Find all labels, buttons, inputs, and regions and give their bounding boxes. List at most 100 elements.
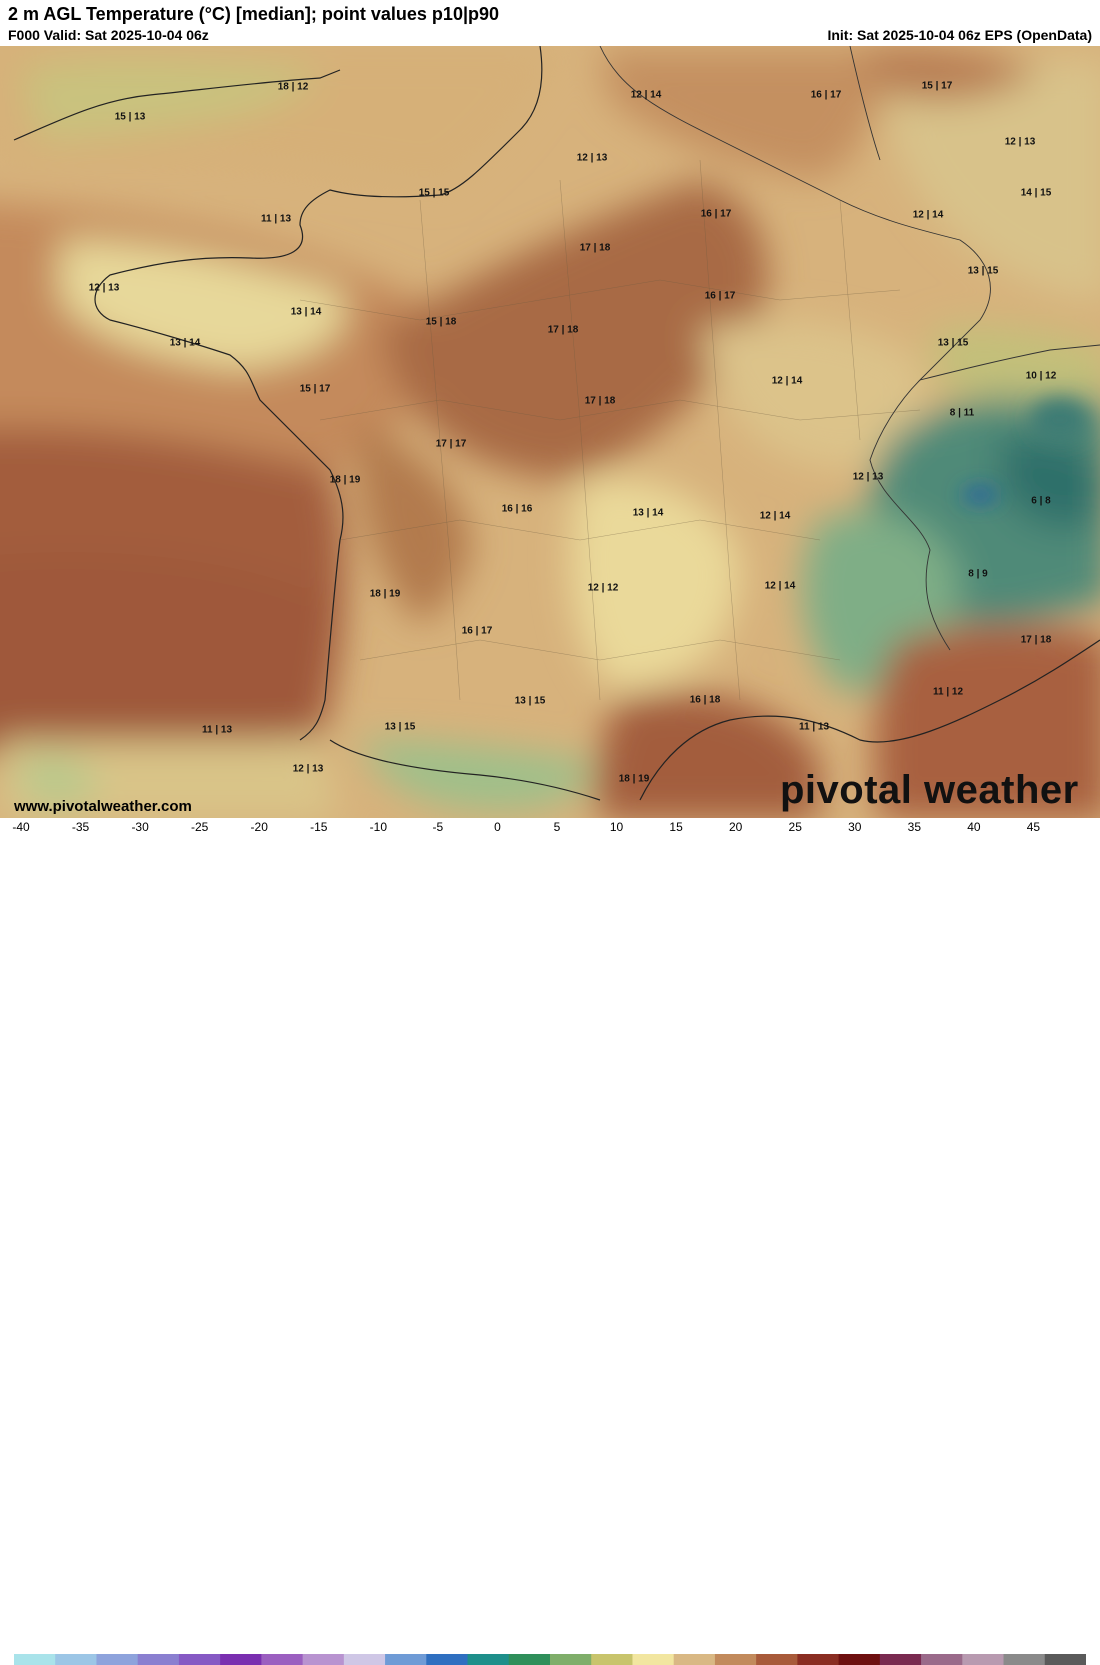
point-value-label: 6 | 8 <box>1031 495 1051 507</box>
color-bar-segment <box>921 1654 963 1665</box>
color-bar-segment <box>962 1654 1005 1665</box>
point-value-label: 13 | 15 <box>967 265 999 277</box>
point-value-label: 13 | 14 <box>290 306 322 318</box>
point-value-label: 12 | 14 <box>912 209 944 221</box>
color-bar-segment <box>137 1654 180 1665</box>
init-time: Init: Sat 2025-10-04 06z EPS (OpenData) <box>827 27 1092 43</box>
valid-time: F000 Valid: Sat 2025-10-04 06z <box>8 27 209 43</box>
point-value-label: 11 | 12 <box>932 686 964 698</box>
temperature-field <box>0 46 1100 818</box>
map-title: 2 m AGL Temperature (°C) [median]; point… <box>8 4 500 24</box>
point-value-label: 17 | 18 <box>547 324 579 336</box>
color-bar-segment <box>797 1654 840 1665</box>
scale-tick-label: 5 <box>553 820 561 834</box>
point-value-label: 14 | 15 <box>1020 187 1052 199</box>
scale-tick-label: 0 <box>494 820 501 834</box>
point-value-label: 18 | 19 <box>369 588 401 600</box>
scale-tick-label: 30 <box>848 820 862 834</box>
point-value-label: 12 | 13 <box>576 152 608 164</box>
point-value-label: 15 | 17 <box>299 383 331 395</box>
point-value-label: 12 | 14 <box>630 89 662 101</box>
point-value-label: 13 | 15 <box>937 337 969 349</box>
color-bar-segment <box>838 1654 881 1665</box>
point-value-label: 16 | 18 <box>689 694 721 706</box>
coastlines <box>13 46 1100 801</box>
point-value-label: 12 | 14 <box>771 375 803 387</box>
point-value-label: 18 | 19 <box>329 474 361 486</box>
map-field <box>0 46 1100 818</box>
scale-tick-label: 45 <box>1026 820 1041 834</box>
header: 2 m AGL Temperature (°C) [median]; point… <box>0 0 1100 46</box>
scale-tick-label: 20 <box>728 820 743 834</box>
department-borders <box>299 159 921 701</box>
point-value-label: 17 | 17 <box>435 438 467 450</box>
point-value-label: 16 | 17 <box>700 208 732 220</box>
color-bar-segment <box>220 1654 262 1665</box>
scale-tick-label: -15 <box>310 820 328 834</box>
scale-tick-label: 35 <box>907 820 922 834</box>
point-value-label: 12 | 13 <box>852 471 884 483</box>
color-bar-segment <box>673 1654 716 1665</box>
color-bar-segment <box>714 1654 757 1665</box>
scale-tick-label: 15 <box>669 820 683 834</box>
scale-tick-label: 25 <box>788 820 802 834</box>
color-bar-segment <box>426 1654 469 1665</box>
point-value-label: 12 | 14 <box>764 580 796 592</box>
point-value-label: 17 | 18 <box>579 242 611 254</box>
point-value-label: 12 | 13 <box>292 763 324 775</box>
scale-tick-label: -30 <box>131 820 149 834</box>
country-borders <box>599 46 1100 651</box>
color-bar-segment <box>96 1654 139 1665</box>
color-bar-segment <box>550 1654 592 1665</box>
point-value-label: 11 | 13 <box>798 721 830 733</box>
color-bar-segment <box>178 1654 221 1665</box>
color-bar-segment <box>879 1654 922 1665</box>
point-value-label: 18 | 12 <box>277 81 309 93</box>
point-value-label: 11 | 13 <box>201 724 233 736</box>
scale-tick-label: -40 <box>12 820 30 834</box>
point-value-label: 13 | 15 <box>384 721 416 733</box>
point-value-label: 12 | 13 <box>88 282 120 294</box>
point-value-label: 16 | 17 <box>461 625 493 637</box>
point-value-label: 15 | 18 <box>425 316 457 328</box>
scale-tick-label: -10 <box>369 820 387 834</box>
color-bar <box>14 1654 1086 1665</box>
website-url[interactable]: www.pivotalweather.com <box>14 798 192 815</box>
color-bar-segment <box>14 1654 56 1665</box>
color-bar-segment <box>302 1654 345 1665</box>
point-value-label: 18 | 19 <box>618 773 650 785</box>
point-value-label: 17 | 18 <box>584 395 616 407</box>
color-scale: -40 -35 -30 -25 -20 -15 -10 -5 0 5 10 15 20 25 30 35 40 4… <box>0 818 1100 1665</box>
point-value-label: 13 | 15 <box>514 695 546 707</box>
point-value-label: 15 | 15 <box>418 187 450 199</box>
scale-tick-label: -25 <box>190 820 209 834</box>
color-bar-segment <box>261 1654 304 1665</box>
scale-tick-label: -35 <box>71 820 90 834</box>
color-bar-segment <box>55 1654 97 1665</box>
brand-logo: pivotal weather <box>780 768 1079 812</box>
point-value-label: 13 | 14 <box>632 507 664 519</box>
color-bar-segment <box>467 1654 510 1665</box>
point-value-label: 17 | 18 <box>1020 634 1052 646</box>
scale-tick-label: -5 <box>432 820 444 834</box>
point-value-label: 12 | 14 <box>759 510 791 522</box>
point-value-label: 15 | 17 <box>921 80 953 92</box>
point-value-label: 12 | 12 <box>587 582 619 594</box>
color-bar-segment <box>591 1654 633 1665</box>
color-bar-segment <box>343 1654 386 1665</box>
point-value-label: 13 | 14 <box>169 337 201 349</box>
color-bar-segment <box>508 1654 551 1665</box>
point-value-label: 15 | 13 <box>114 111 146 123</box>
point-value-label: 16 | 17 <box>704 290 736 302</box>
color-bar-segment <box>385 1654 427 1665</box>
temperature-map: 18 | 12 15 | 13 12 | 14 16 | 17 15 | 17 12 | … <box>0 46 1100 818</box>
color-bar-segment <box>632 1654 675 1665</box>
scale-tick-label: 10 <box>609 820 624 834</box>
point-value-label: 10 | 12 <box>1025 370 1057 382</box>
point-value-label: 8 | 11 <box>949 407 975 419</box>
color-bar-segment <box>756 1654 798 1665</box>
scale-tick-label: 40 <box>967 820 981 834</box>
point-value-label: 12 | 13 <box>1004 136 1036 148</box>
point-value-label: 16 | 17 <box>810 89 842 101</box>
point-value-label: 8 | 9 <box>968 568 988 580</box>
